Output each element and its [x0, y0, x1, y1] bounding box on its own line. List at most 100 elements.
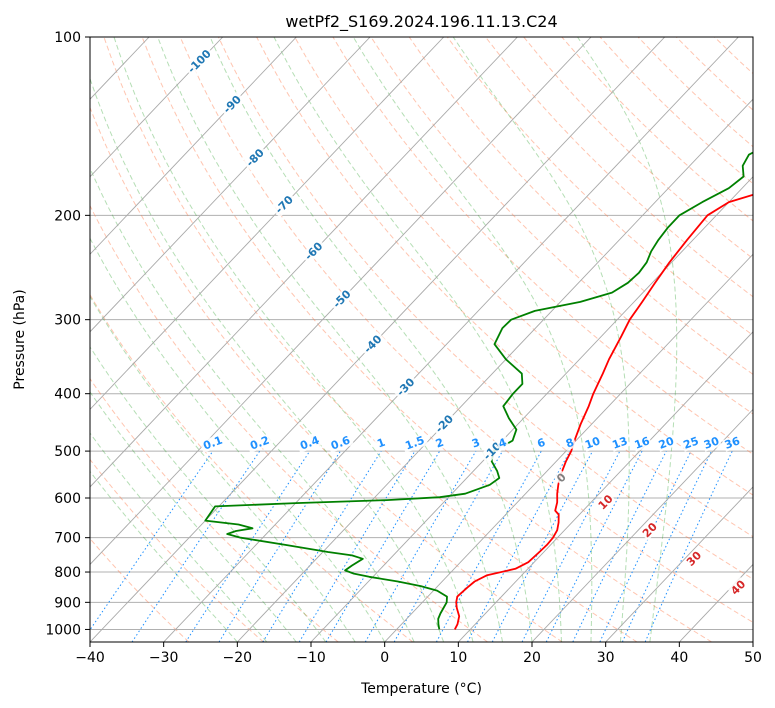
mixing-ratio-line	[393, 450, 503, 642]
moist-adiabat-line	[273, 37, 562, 642]
x-axis-ticks: −40 −30 −20 −10 0 10 20 30 40 50	[75, 642, 762, 666]
plot-area: -100-90-80-70-60-50-40-30-20-100.1 0.2 0.4…	[90, 37, 753, 642]
mixing-ratio-label: 2	[434, 436, 446, 451]
x-axis-label: Temperature (°C)	[360, 681, 482, 697]
mixing-ratio-label-group: 6	[534, 436, 549, 451]
mixing-ratio-label-group: 0.1	[199, 433, 227, 453]
x-tick-label: 20	[523, 650, 541, 666]
moist-adiabat-line	[113, 37, 474, 642]
y-tick-label: 900	[54, 595, 81, 611]
isotherm-line	[90, 37, 592, 566]
mixing-ratio-label-group: 2	[432, 435, 447, 451]
moist-adiabat-line	[90, 295, 356, 642]
isotherm-line	[384, 253, 753, 642]
mixing-ratio-line	[185, 450, 311, 642]
y-tick-label: 800	[54, 565, 81, 581]
mixing-ratio-line	[298, 450, 416, 642]
dry-adiabat-line	[90, 537, 190, 642]
mixing-ratio-label: 1.5	[404, 434, 427, 453]
mixing-ratio-label-group: 3	[468, 435, 484, 451]
mixing-ratio-label-group: 20	[655, 434, 677, 452]
mixing-ratio-label: 0.4	[298, 434, 321, 453]
x-tick-label: −20	[223, 650, 253, 666]
mixing-ratio-label-background	[432, 435, 447, 451]
y-tick-label: 700	[54, 531, 81, 547]
wetbulb-label-background	[595, 491, 617, 513]
plot-frame	[89, 36, 754, 643]
dry-adiabat-line	[90, 106, 563, 642]
mixing-ratio-label-background	[296, 433, 324, 453]
moist-adiabats	[90, 37, 678, 642]
chart-title: wetPf2_S169.2024.196.11.13.C24	[285, 12, 557, 32]
isotherm-line	[90, 37, 371, 333]
mixing-ratio-label-group: 25	[680, 434, 702, 452]
mixing-ratio-label: 6	[535, 436, 547, 451]
dry-adiabat-line	[90, 204, 488, 642]
x-tick-label: −40	[75, 650, 105, 666]
isotherm-label-background	[242, 145, 269, 171]
mixing-ratio-label-group: 0.2	[246, 433, 274, 453]
isotherm-line	[90, 37, 518, 488]
isotherm-line	[310, 176, 753, 642]
wetbulb-label-background	[727, 577, 749, 599]
mixing-ratio-line	[572, 450, 667, 642]
mixing-ratio-line	[435, 450, 542, 642]
dry-adiabat-line	[370, 37, 753, 415]
isotherm-line	[90, 37, 445, 411]
mixing-ratio-label-background	[631, 434, 653, 452]
isotherm-label-background	[271, 191, 298, 218]
y-tick-label: 200	[54, 208, 81, 224]
isotherm-label-background	[360, 331, 386, 358]
mixing-ratio-label-background	[680, 434, 702, 452]
moist-adiabat-line	[90, 391, 297, 642]
mixing-ratio-label-group: 36	[721, 434, 743, 452]
x-tick-label: 40	[670, 650, 688, 666]
mixing-ratio-label: 4	[497, 436, 509, 451]
dry-adiabat-line	[217, 37, 753, 580]
x-tick-label: 0	[380, 650, 389, 666]
y-tick-label: 600	[54, 491, 81, 507]
wetbulb-label-background	[553, 469, 570, 487]
dry-adiabat-line	[90, 458, 264, 642]
mixing-ratio-label-background	[199, 433, 227, 453]
isotherm-line	[90, 37, 297, 255]
y-tick-label: 500	[54, 444, 81, 460]
dry-adiabat-line	[141, 37, 712, 642]
mixing-ratio-label: 10	[583, 434, 602, 452]
mixing-ratio-label-group: 8	[562, 435, 578, 451]
y-tick-label: 300	[54, 313, 81, 329]
mixing-ratio-label: 3	[470, 436, 482, 451]
y-tick-label: 400	[54, 387, 81, 403]
isotherm-label-background	[184, 46, 215, 77]
moist-adiabat-line	[90, 237, 386, 642]
isotherm-line	[90, 37, 224, 178]
mixing-ratio-label-group: 10	[582, 434, 603, 452]
mixing-ratio-label-background	[401, 433, 429, 453]
x-tick-label: −30	[149, 650, 179, 666]
mixing-ratio-label-background	[582, 434, 603, 452]
mixing-ratio-label-background	[246, 433, 274, 453]
mixing-ratio-label-group: 16	[631, 434, 653, 452]
mixing-ratio-label: 16	[633, 434, 652, 452]
mixing-ratio-label: 1	[375, 436, 387, 451]
y-tick-label: 1000	[45, 622, 81, 638]
moist-adiabat-line	[90, 77, 445, 642]
dry-adiabat-line	[294, 37, 753, 496]
mixing-ratio-label-group: 30	[701, 434, 722, 452]
mixing-ratio-label: 30	[702, 434, 721, 452]
x-tick-label: −10	[296, 650, 326, 666]
mixing-ratio-line	[218, 450, 341, 642]
mixing-ratio-label: 25	[682, 434, 701, 451]
isotherm-line	[605, 486, 753, 642]
x-tick-label: 10	[449, 650, 467, 666]
mixing-ratio-label-background	[374, 435, 389, 451]
y-tick-label: 100	[54, 30, 81, 46]
mixing-ratio-label-background	[609, 434, 631, 452]
moist-adiabat-line	[452, 37, 630, 642]
x-tick-label: 50	[744, 650, 762, 666]
isotherm-label-background	[300, 238, 327, 265]
moist-adiabat-line	[157, 37, 503, 642]
dry-adiabat-line	[179, 37, 753, 623]
wetbulb-label-background	[639, 519, 661, 541]
